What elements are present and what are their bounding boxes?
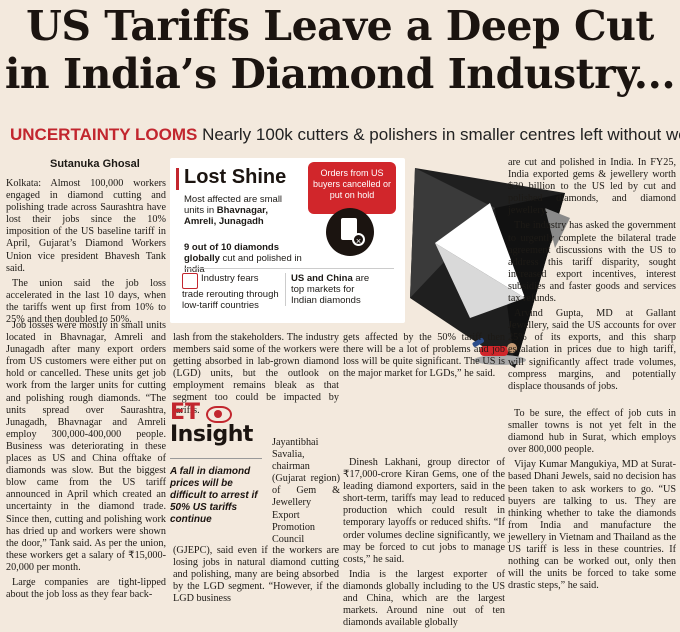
infobox-affected: Most affected are small units in Bhavnag… [184,194,294,227]
paragraph: Kolkata: Almost 100,000 workers engaged … [6,178,166,274]
subheadline: UNCERTAINTY LOOMS Nearly 100k cutters & … [10,125,680,145]
infobox-title: Lost Shine [184,166,287,188]
nine-of-ten-stat: 9 out of 10 diamonds globally cut and po… [184,242,314,275]
newspaper-page: US Tariffs Leave a Deep Cut in India’s D… [4,2,680,628]
byline: Sutanuka Ghosal [50,158,140,170]
paragraph: The industry has asked the government to… [508,220,676,305]
paragraph: Job losses were mostly in small units lo… [6,320,166,573]
accent-bar [176,168,179,190]
document-cancel-icon: × [326,208,374,256]
et-insight-box: ET Insight A fall in diamond prices will… [170,400,262,550]
us-china-rest: are top markets for Indian diamonds [291,273,370,306]
us-china-bold: US and China [291,273,353,284]
affected-places: Bhavnagar, Amreli, Junagadh [184,205,268,227]
paragraph: gets affected by the 50% tariff then the… [343,332,505,380]
paragraph: lash from the stakeholders. The industry… [173,332,339,416]
subhead-text: Nearly 100k cutters & polishers in small… [202,125,680,144]
headline-line-1: US Tariffs Leave a Deep Cut [26,2,654,50]
subhead-kicker: UNCERTAINTY LOOMS [10,125,198,144]
article-column-4: are cut and polished in India. In FY25, … [508,157,676,396]
article-column-2-top: lash from the stakeholders. The industry… [173,332,339,420]
industry-fears: Industry fears trade rerouting through l… [182,273,282,311]
us-china-markets: US and China are top markets for Indian … [285,273,376,306]
paragraph: Jayantibhai Savalia, chairman (Gujarat r… [272,437,340,545]
article-column-3: Dinesh Lakhani, group director of ₹17,00… [343,457,505,632]
paragraph: To be sure, the effect of job cuts in sm… [508,408,676,456]
paragraph: Vijay Kumar Mangukiya, MD at Surat-based… [508,459,676,592]
paragraph: India is the largest exporter of diamond… [343,568,505,629]
paragraph: (GJEPC), said even if the workers are lo… [173,545,339,605]
divider [184,268,394,269]
industry-text: Industry fears trade rerouting through l… [182,273,279,311]
article-column-3-top: gets affected by the 50% tariff then the… [343,332,505,383]
headline-line-2: in India’s Diamond Industry... [4,50,676,98]
paragraph: Arvind Gupta, MD at Gallant Jewellery, s… [508,308,676,392]
nine-rest: cut and polished in India [184,253,302,275]
fallen-worker-illustration [472,338,526,365]
lost-shine-infobox: Lost Shine Most affected are small units… [170,158,405,323]
paragraph: The union said the job loss accelerated … [6,277,166,326]
paragraph: are cut and polished in India. In FY25, … [508,157,676,217]
et-insight-label: Insight [170,422,253,447]
affected-text: Most affected are small units in [184,194,283,216]
diamond-illustration [410,168,570,368]
article-column-2-right: Jayantibhai Savalia, chairman (Gujarat r… [272,437,340,549]
article-column-1-lower: Job losses were mostly in small units lo… [6,320,166,604]
et-logo: ET [170,400,201,425]
et-insight-text: A fall in diamond prices will be difficu… [170,466,258,525]
paragraph: Dinesh Lakhani, group director of ₹17,00… [343,457,505,565]
nine-bold: 9 out of 10 diamonds globally [184,242,280,264]
orders-cancelled-box: Orders from US buyers cancelled or put o… [308,162,396,214]
eye-icon [206,406,232,423]
divider [170,458,262,459]
trade-reroute-icon [182,273,198,289]
article-column-1: Kolkata: Almost 100,000 workers engaged … [6,178,166,329]
article-column-4-lower: To be sure, the effect of job cuts in sm… [508,408,676,595]
paragraph: Large companies are tight-lipped about t… [6,576,166,601]
